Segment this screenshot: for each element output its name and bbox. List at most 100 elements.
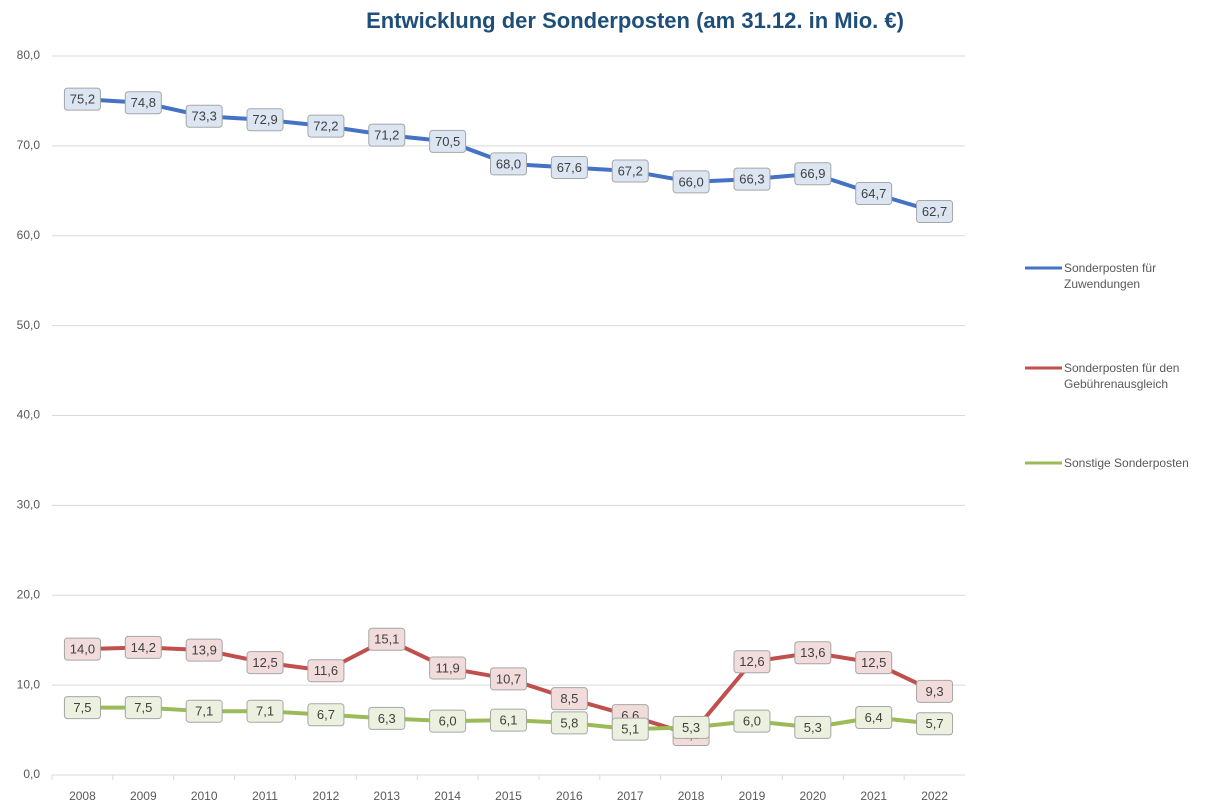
data-label: 70,5 <box>435 134 460 149</box>
x-tick-label: 2011 <box>252 789 278 803</box>
chart-title: Entwicklung der Sonderposten (am 31.12. … <box>366 8 904 33</box>
data-label: 73,3 <box>192 109 217 124</box>
data-label: 5,7 <box>926 716 944 731</box>
data-label-box <box>733 650 771 674</box>
data-label-box <box>124 696 162 720</box>
x-tick-label: 2010 <box>191 789 218 803</box>
data-label: 6,3 <box>378 711 396 726</box>
data-label-box <box>368 706 406 730</box>
data-label: 66,0 <box>678 174 703 189</box>
data-label-box <box>672 170 710 194</box>
x-tick-label: 2018 <box>678 789 705 803</box>
data-label-box <box>307 114 345 138</box>
x-tick-label: 2012 <box>313 789 340 803</box>
data-label-box <box>368 123 406 147</box>
data-label-box <box>63 87 101 111</box>
data-label-box <box>185 104 223 128</box>
data-label-box <box>550 711 588 735</box>
data-label-box <box>185 638 223 662</box>
data-label: 14,2 <box>131 640 156 655</box>
data-label: 66,9 <box>800 166 825 181</box>
data-label-box <box>611 159 649 183</box>
data-label: 13,6 <box>800 645 825 660</box>
legend-label: Sonderposten für Zuwendungen <box>1064 261 1157 291</box>
data-label: 7,1 <box>256 704 274 719</box>
data-label: 75,2 <box>70 92 95 107</box>
data-label: 5,8 <box>560 715 578 730</box>
data-label-box <box>490 152 527 176</box>
data-label-box <box>490 708 527 732</box>
data-label-box <box>733 709 771 733</box>
data-label-box <box>307 659 345 683</box>
y-tick-label: 60,0 <box>17 228 41 242</box>
data-label: 6,0 <box>439 714 457 729</box>
data-label-box <box>490 667 527 691</box>
x-tick-label: 2021 <box>860 789 887 803</box>
data-label: 11,9 <box>435 660 459 675</box>
data-label: 12,5 <box>252 655 277 670</box>
x-tick-label: 2009 <box>130 789 157 803</box>
legend-label: Sonderposten für den Gebührenausgleich <box>1064 361 1180 391</box>
data-label: 5,3 <box>804 720 822 735</box>
data-label: 11,6 <box>314 663 338 678</box>
y-tick-label: 50,0 <box>17 318 41 332</box>
data-label: 5,1 <box>621 722 639 737</box>
data-label: 9,3 <box>926 684 944 699</box>
data-label: 6,0 <box>743 714 761 729</box>
data-label-box <box>733 167 771 191</box>
x-tick-label: 2014 <box>434 789 461 803</box>
data-label: 74,8 <box>131 95 156 110</box>
data-label: 66,3 <box>739 172 764 187</box>
data-label-box <box>124 635 162 659</box>
data-label: 8,5 <box>560 691 578 706</box>
y-tick-label: 70,0 <box>17 138 41 152</box>
x-tick-label: 2013 <box>373 789 400 803</box>
data-label: 71,2 <box>374 128 399 143</box>
data-label: 72,9 <box>252 112 277 127</box>
data-label-box <box>550 155 588 179</box>
data-label: 64,7 <box>861 186 886 201</box>
data-label-box <box>63 696 101 720</box>
data-label: 67,6 <box>557 160 582 175</box>
data-label-box <box>246 651 284 675</box>
y-tick-label: 20,0 <box>17 587 41 601</box>
data-label: 67,2 <box>618 163 643 178</box>
data-label-box <box>794 715 832 739</box>
data-label: 13,9 <box>192 643 217 658</box>
data-label-box <box>794 162 832 186</box>
data-label-box <box>916 679 954 703</box>
data-label-box <box>794 641 832 665</box>
data-label: 12,5 <box>861 655 886 670</box>
data-label-box <box>307 703 345 727</box>
data-label: 68,0 <box>496 156 521 171</box>
x-tick-label: 2019 <box>739 789 766 803</box>
y-tick-label: 30,0 <box>17 498 41 512</box>
data-label: 7,5 <box>73 700 91 715</box>
data-label: 7,1 <box>195 704 213 719</box>
x-tick-label: 2022 <box>921 789 948 803</box>
data-label: 62,7 <box>922 204 947 219</box>
data-label-box <box>672 715 710 739</box>
data-label: 10,7 <box>496 671 521 686</box>
data-label-box <box>855 182 893 206</box>
data-label-box <box>429 656 467 680</box>
x-tick-label: 2008 <box>69 789 96 803</box>
data-label-box <box>429 709 467 733</box>
data-label-box <box>368 627 406 651</box>
y-tick-label: 40,0 <box>17 408 41 422</box>
x-tick-label: 2016 <box>556 789 583 803</box>
data-label: 14,0 <box>70 642 95 657</box>
data-label: 6,1 <box>499 713 517 728</box>
data-label: 15,1 <box>374 632 399 647</box>
data-label-box <box>855 705 893 729</box>
data-label: 6,4 <box>865 710 883 725</box>
data-label-box <box>246 108 284 132</box>
data-label-box <box>611 717 649 741</box>
data-label-box <box>916 712 954 736</box>
data-label: 7,5 <box>134 700 152 715</box>
x-tick-label: 2020 <box>799 789 826 803</box>
data-label: 72,2 <box>313 119 338 134</box>
y-tick-label: 0,0 <box>23 767 40 781</box>
